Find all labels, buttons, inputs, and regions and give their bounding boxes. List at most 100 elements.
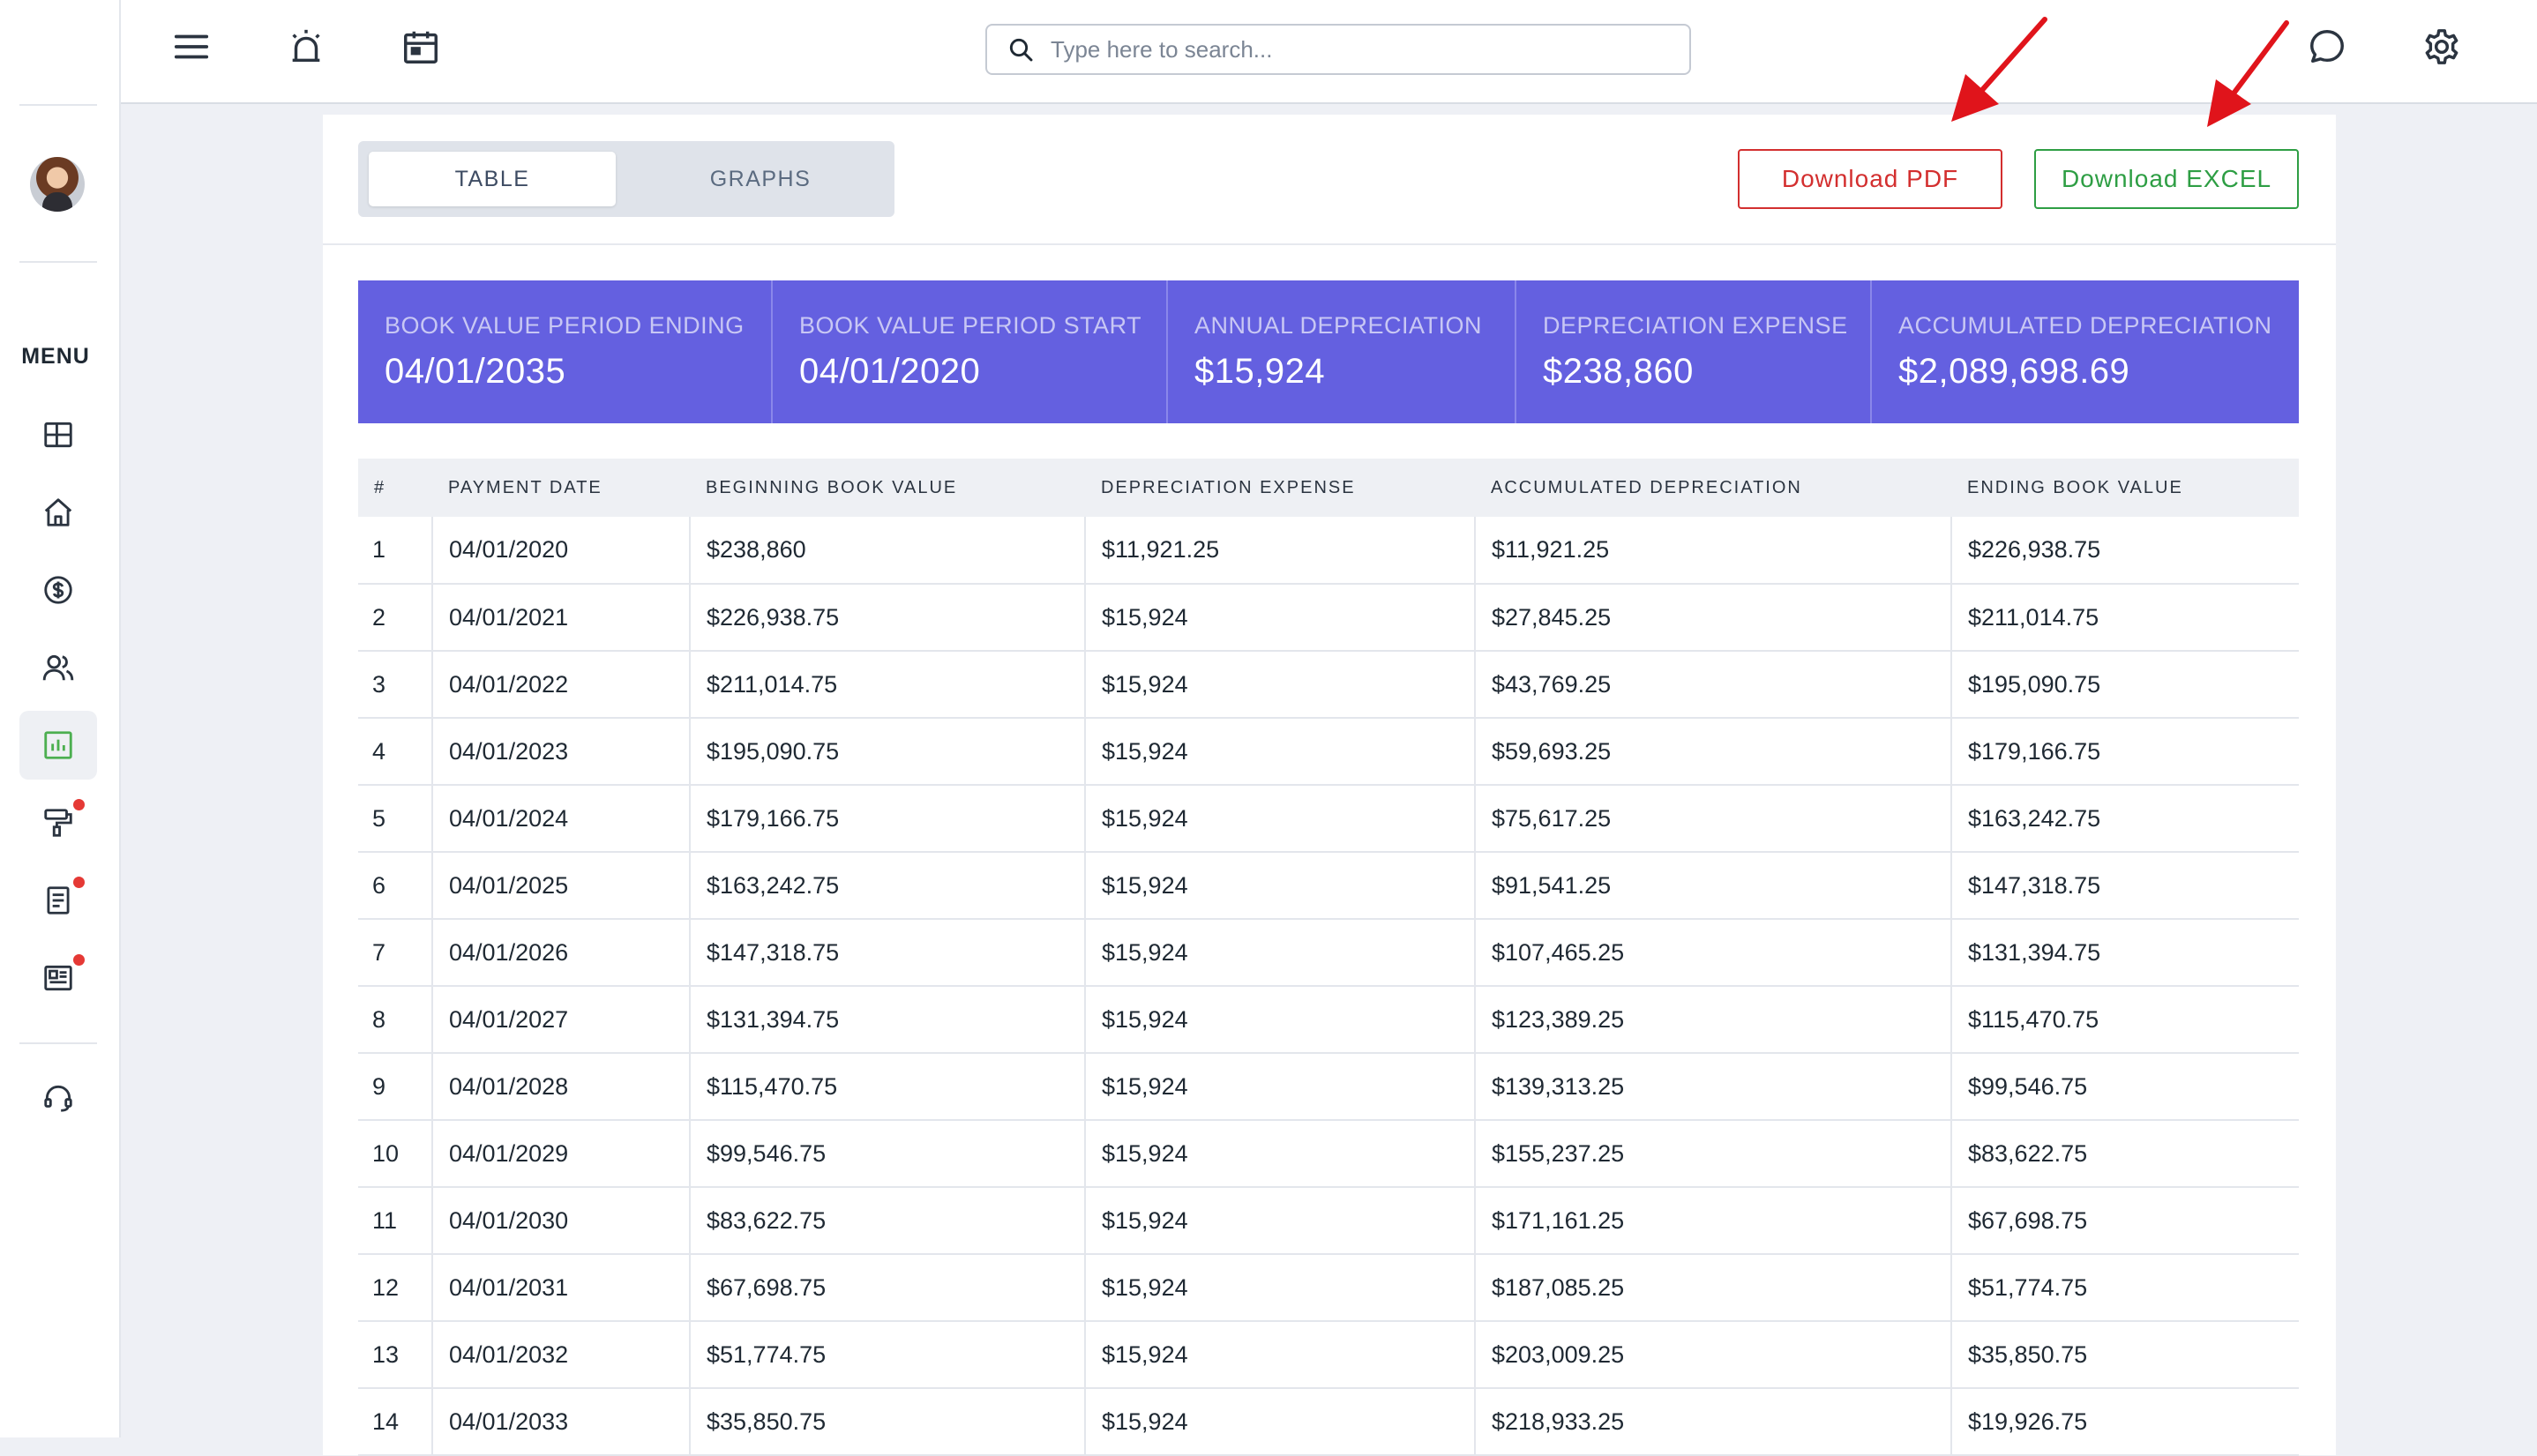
cell-payment-date: 04/01/2029	[431, 1120, 690, 1188]
summary-period-ending: BOOK VALUE PERIOD ENDING 04/01/2035	[358, 280, 773, 423]
gear-icon	[2425, 29, 2458, 64]
cell-number: 7	[358, 919, 432, 987]
depreciation-table: # PAYMENT DATE BEGINNING BOOK VALUE DEPR…	[358, 459, 2299, 1456]
summary-label: DEPRECIATION EXPENSE	[1543, 312, 1848, 339]
cell-payment-date: 04/01/2021	[431, 584, 690, 652]
table-row: 1 04/01/2020 $238,860 $11,921.25 $11,921.25 $…	[358, 517, 2299, 585]
cell-payment-date: 04/01/2023	[431, 718, 690, 786]
cell-ending-book-value: $147,318.75	[1950, 852, 2299, 920]
sidebar-item-documents[interactable]	[19, 866, 97, 935]
sidebar-item-users[interactable]	[19, 633, 97, 702]
cell-beginning-book-value: $238,860	[689, 517, 1085, 585]
cell-depreciation-expense: $15,924	[1084, 584, 1475, 652]
sidebar-item-payments[interactable]	[19, 556, 97, 624]
cell-beginning-book-value: $99,546.75	[689, 1120, 1085, 1188]
cell-number: 9	[358, 1053, 432, 1121]
cell-accumulated-depreciation: $155,237.25	[1474, 1120, 1951, 1188]
table-row: 11 04/01/2030 $83,622.75 $15,924 $171,161.25…	[358, 1187, 2299, 1255]
summary-value: 04/01/2035	[385, 352, 566, 391]
cell-beginning-book-value: $163,242.75	[689, 852, 1085, 920]
newspaper-icon	[44, 965, 72, 991]
settings-button[interactable]	[2418, 23, 2466, 71]
cell-ending-book-value: $67,698.75	[1950, 1187, 2299, 1255]
cell-depreciation-expense: $15,924	[1084, 651, 1475, 719]
document-icon	[47, 886, 70, 915]
cell-number: 4	[358, 718, 432, 786]
table-row: 2 04/01/2021 $226,938.75 $15,924 $27,845.25 $…	[358, 584, 2299, 652]
cell-depreciation-expense: $15,924	[1084, 718, 1475, 786]
table-row: 5 04/01/2024 $179,166.75 $15,924 $75,617.25 $…	[358, 785, 2299, 853]
tab-table[interactable]: TABLE	[369, 152, 616, 206]
search-icon	[1009, 38, 1033, 62]
chart-icon	[44, 731, 72, 759]
cell-depreciation-expense: $15,924	[1084, 1053, 1475, 1121]
summary-value: 04/01/2020	[799, 352, 981, 391]
dollar-icon	[44, 576, 72, 604]
cell-beginning-book-value: $226,938.75	[689, 584, 1085, 652]
download-pdf-button[interactable]: Download PDF	[1738, 149, 2002, 209]
table-row: 4 04/01/2023 $195,090.75 $15,924 $59,693.25 $…	[358, 718, 2299, 786]
depreciation-card: TABLE GRAPHS Download PDF Download EXCEL…	[323, 115, 2336, 1456]
cell-ending-book-value: $226,938.75	[1950, 517, 2299, 585]
cell-beginning-book-value: $131,394.75	[689, 986, 1085, 1054]
column-header-payment-date: PAYMENT DATE	[432, 459, 690, 517]
sidebar-item-home[interactable]	[19, 478, 97, 547]
cell-number: 8	[358, 986, 432, 1054]
hamburger-icon	[174, 34, 209, 59]
cell-depreciation-expense: $15,924	[1084, 1254, 1475, 1322]
dashboard-icon	[44, 422, 72, 448]
summary-annual-depreciation: ANNUAL DEPRECIATION $15,924	[1168, 280, 1516, 423]
cell-ending-book-value: $115,470.75	[1950, 986, 2299, 1054]
cell-beginning-book-value: $51,774.75	[689, 1321, 1085, 1389]
cell-number: 10	[358, 1120, 432, 1188]
avatar[interactable]	[30, 157, 85, 212]
cell-depreciation-expense: $15,924	[1084, 1388, 1475, 1456]
sidebar-item-dashboard[interactable]	[19, 400, 97, 469]
cell-accumulated-depreciation: $171,161.25	[1474, 1187, 1951, 1255]
cell-ending-book-value: $83,622.75	[1950, 1120, 2299, 1188]
cell-ending-book-value: $35,850.75	[1950, 1321, 2299, 1389]
cell-payment-date: 04/01/2028	[431, 1053, 690, 1121]
sidebar-item-reports[interactable]	[19, 711, 97, 780]
notification-badge	[73, 877, 85, 888]
cell-depreciation-expense: $11,921.25	[1084, 517, 1475, 585]
cell-number: 6	[358, 852, 432, 920]
table-row: 12 04/01/2031 $67,698.75 $15,924 $187,085.25…	[358, 1254, 2299, 1322]
cell-number: 12	[358, 1254, 432, 1322]
sidebar-item-news[interactable]	[19, 944, 97, 1012]
summary-period-start: BOOK VALUE PERIOD START 04/01/2020	[773, 280, 1168, 423]
cell-payment-date: 04/01/2025	[431, 852, 690, 920]
cell-accumulated-depreciation: $203,009.25	[1474, 1321, 1951, 1389]
cell-beginning-book-value: $115,470.75	[689, 1053, 1085, 1121]
calendar-button[interactable]	[397, 23, 445, 71]
cell-depreciation-expense: $15,924	[1084, 852, 1475, 920]
cell-depreciation-expense: $15,924	[1084, 1120, 1475, 1188]
table-body: 1 04/01/2020 $238,860 $11,921.25 $11,921.25 $…	[358, 517, 2299, 1456]
cell-accumulated-depreciation: $59,693.25	[1474, 718, 1951, 786]
hamburger-menu-button[interactable]	[168, 23, 215, 71]
headset-icon	[44, 1085, 72, 1112]
sidebar-divider	[19, 104, 97, 106]
annotation-arrow-excel	[2207, 20, 2289, 127]
column-header-depreciation-expense: DEPRECIATION EXPENSE	[1085, 459, 1475, 517]
table-row: 8 04/01/2027 $131,394.75 $15,924 $123,389.25…	[358, 986, 2299, 1054]
cell-beginning-book-value: $35,850.75	[689, 1388, 1085, 1456]
search-input[interactable]	[1051, 35, 1668, 63]
download-excel-button[interactable]: Download EXCEL	[2034, 149, 2299, 209]
messages-button[interactable]	[2303, 23, 2351, 71]
cell-beginning-book-value: $211,014.75	[689, 651, 1085, 719]
cell-ending-book-value: $19,926.75	[1950, 1388, 2299, 1456]
table-row: 6 04/01/2025 $163,242.75 $15,924 $91,541.25 $…	[358, 852, 2299, 920]
tab-graphs[interactable]: GRAPHS	[709, 166, 812, 191]
table-row: 9 04/01/2028 $115,470.75 $15,924 $139,313.25…	[358, 1053, 2299, 1121]
alarm-button[interactable]	[282, 23, 330, 71]
cell-beginning-book-value: $147,318.75	[689, 919, 1085, 987]
cell-accumulated-depreciation: $218,933.25	[1474, 1388, 1951, 1456]
sidebar-divider	[19, 1042, 97, 1044]
cell-accumulated-depreciation: $43,769.25	[1474, 651, 1951, 719]
cell-accumulated-depreciation: $123,389.25	[1474, 986, 1951, 1054]
column-header-ending-book-value: ENDING BOOK VALUE	[1951, 459, 2299, 517]
sidebar-item-support[interactable]	[19, 1064, 97, 1132]
cell-payment-date: 04/01/2030	[431, 1187, 690, 1255]
sidebar-item-maintenance[interactable]	[19, 788, 97, 857]
